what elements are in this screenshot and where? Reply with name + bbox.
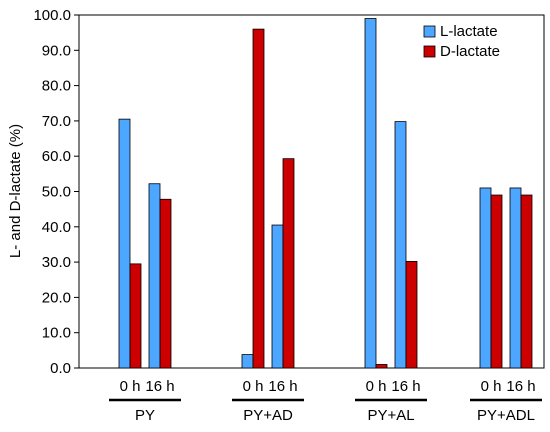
bar-d-lactate xyxy=(520,194,533,369)
group-label: PY+ADL xyxy=(477,407,535,424)
legend: L-lactate D-lactate xyxy=(423,23,500,60)
group-label: PY+AL xyxy=(367,407,414,424)
bar-d-lactate xyxy=(159,198,172,369)
bar-l-lactate xyxy=(509,187,522,369)
legend-label: D-lactate xyxy=(440,43,500,60)
legend-swatch xyxy=(423,45,436,58)
bar-l-lactate xyxy=(118,118,131,369)
y-axis-title: L- and D-lactate (%) xyxy=(7,124,24,258)
legend-swatch xyxy=(423,25,436,38)
y-tick-label: 10.0 xyxy=(42,325,71,342)
sub-category-label: 16 h xyxy=(268,378,297,395)
sub-category-label: 0 h xyxy=(481,378,502,395)
sub-category-label: 0 h xyxy=(366,378,387,395)
y-tick-label: 50.0 xyxy=(42,184,71,201)
bars xyxy=(118,18,533,369)
sub-category-label: 0 h xyxy=(243,378,264,395)
bar-l-lactate xyxy=(241,354,254,369)
y-tick-label: 60.0 xyxy=(42,148,71,165)
sub-category-label: 0 h xyxy=(120,378,141,395)
y-tick-label: 0.0 xyxy=(50,360,71,377)
legend-label: L-lactate xyxy=(440,23,498,40)
y-tick-label: 20.0 xyxy=(42,289,71,306)
y-tick-label: 30.0 xyxy=(42,254,71,271)
bar-l-lactate xyxy=(148,183,161,369)
group-label: PY xyxy=(135,407,155,424)
bar-l-lactate xyxy=(394,121,407,369)
sub-category-label: 16 h xyxy=(145,378,174,395)
bar-d-lactate xyxy=(405,260,418,369)
y-tick-label: 80.0 xyxy=(42,78,71,95)
bar-d-lactate xyxy=(282,158,295,369)
y-tick-label: 40.0 xyxy=(42,219,71,236)
bar-l-lactate xyxy=(271,224,284,369)
sub-category-label: 16 h xyxy=(506,378,535,395)
sub-category-label: 16 h xyxy=(391,378,420,395)
bar-d-lactate xyxy=(490,194,503,369)
group-label: PY+AD xyxy=(243,407,293,424)
y-axis: 0.0 10.0 20.0 30.0 40.0 50.0 60.0 70.0 80.0 90.0 1… xyxy=(33,7,79,377)
y-tick-label: 90.0 xyxy=(42,42,71,59)
y-tick-label: 100.0 xyxy=(33,7,71,24)
bar-d-lactate xyxy=(252,28,265,369)
y-tick-label: 70.0 xyxy=(42,113,71,130)
bar-l-lactate xyxy=(364,18,377,369)
bar-l-lactate xyxy=(479,187,492,369)
bar-d-lactate xyxy=(129,263,142,369)
bar-d-lactate xyxy=(375,364,388,369)
